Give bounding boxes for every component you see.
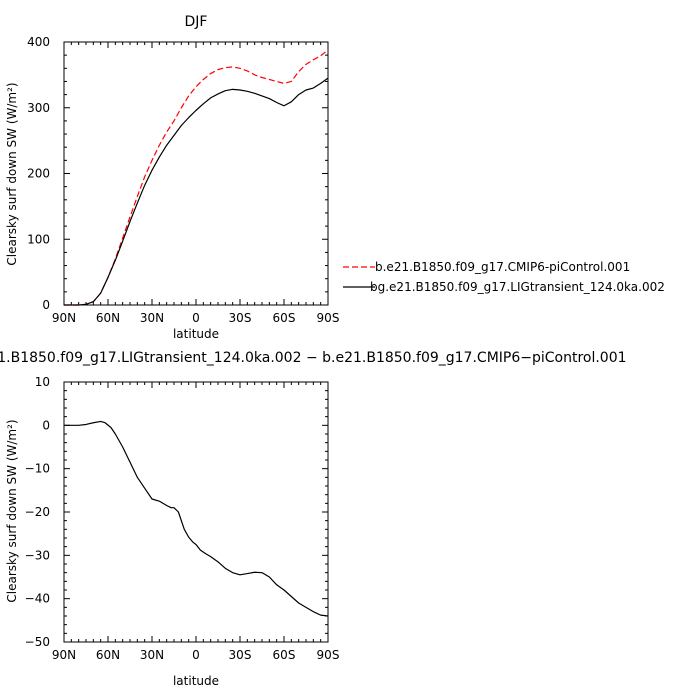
y-tick-label: −20	[25, 505, 50, 519]
y-tick-label: 0	[42, 298, 50, 312]
x-tick-label: 30N	[140, 311, 164, 325]
y-tick-label: 200	[27, 167, 50, 181]
bottom-chart-ylabel: Clearsky surf down SW (W/m²)	[5, 419, 19, 602]
y-tick-label: 100	[27, 232, 50, 246]
top-chart-ylabel: Clearsky surf down SW (W/m²)	[5, 82, 19, 265]
plot-frame	[63, 41, 329, 306]
y-tick-label: −50	[25, 635, 50, 649]
x-tick-label: 90N	[52, 311, 76, 325]
top-chart: DJF latitude Clearsky surf down SW (W/m²…	[5, 14, 339, 341]
x-tick-label: 90N	[52, 648, 76, 662]
x-tick-label: 90S	[317, 311, 340, 325]
y-tick-label: 10	[35, 375, 50, 389]
series-line-1	[64, 420, 329, 617]
bottom-chart: bg.e21.B1850.f09_g17.LIGtransient_124.0k…	[0, 350, 627, 688]
x-tick-label: 30S	[229, 648, 252, 662]
y-tick-label: −40	[25, 592, 50, 606]
series-line-2	[64, 77, 329, 306]
legend-label-series-2: bg.e21.B1850.f09_g17.LIGtransient_124.0k…	[370, 280, 665, 294]
bottom-chart-xlabel: latitude	[173, 674, 219, 688]
plot-frame	[63, 381, 329, 643]
y-tick-label: 300	[27, 101, 50, 115]
y-tick-label: −30	[25, 548, 50, 562]
legend-label-series-1: b.e21.B1850.f09_g17.CMIP6-piControl.001	[375, 260, 630, 274]
x-tick-label: 60S	[273, 311, 296, 325]
x-tick-label: 0	[192, 311, 200, 325]
bottom-chart-title: bg.e21.B1850.f09_g17.LIGtransient_124.0k…	[0, 350, 627, 366]
x-tick-label: 30S	[229, 311, 252, 325]
x-tick-label: 60S	[273, 648, 296, 662]
x-tick-label: 90S	[317, 648, 340, 662]
y-tick-label: −10	[25, 462, 50, 476]
top-chart-title: DJF	[185, 14, 208, 30]
series-line-1	[64, 49, 329, 306]
x-tick-label: 60N	[96, 311, 120, 325]
legend: b.e21.B1850.f09_g17.CMIP6-piControl.001 …	[343, 260, 665, 294]
x-tick-label: 60N	[96, 648, 120, 662]
x-tick-label: 30N	[140, 648, 164, 662]
y-tick-label: 400	[27, 35, 50, 49]
x-tick-label: 0	[192, 648, 200, 662]
y-tick-label: 0	[42, 418, 50, 432]
top-chart-xlabel: latitude	[173, 327, 219, 341]
